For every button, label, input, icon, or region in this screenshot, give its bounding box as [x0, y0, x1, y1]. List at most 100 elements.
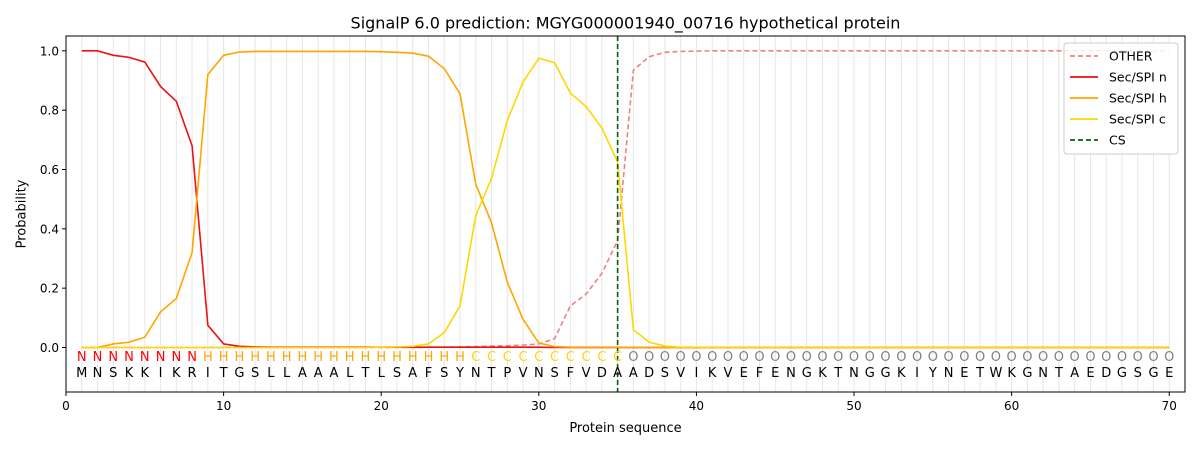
residue-letter: L [346, 366, 354, 381]
plot-frame [65, 35, 1186, 393]
residue-letter: N [944, 366, 954, 381]
legend-label: Sec/SPI h [1109, 91, 1167, 106]
x-tick-label: 70 [1162, 399, 1177, 413]
residue-label: N [93, 350, 103, 365]
residue-label: O [1054, 350, 1064, 365]
residue-label: C [519, 350, 528, 365]
residue-letter: L [283, 366, 291, 381]
residue-label: O [786, 350, 796, 365]
residue-letter: A [298, 366, 307, 381]
residue-label: H [392, 350, 402, 365]
residue-label: O [644, 350, 654, 365]
residue-letter: V [723, 366, 732, 381]
residue-letter: I [915, 366, 919, 381]
residue-letter: F [567, 366, 574, 381]
residue-letter: G [881, 366, 891, 381]
residue-label: O [691, 350, 701, 365]
y-tick-label: 0.2 [40, 282, 59, 296]
legend-label: CS [1109, 133, 1126, 148]
residue-letter: S [393, 366, 401, 381]
residue-letter: W [989, 366, 1002, 381]
residue-letter: R [188, 366, 197, 381]
residue-letter: K [1007, 366, 1016, 381]
residue-label: C [471, 350, 480, 365]
residue-label: H [203, 350, 213, 365]
residue-label: O [707, 350, 717, 365]
residue-label: N [124, 350, 134, 365]
residue-letter: G [1022, 366, 1032, 381]
residue-letter: Y [455, 366, 464, 381]
residue-label: C [534, 350, 543, 365]
residue-label: O [975, 350, 985, 365]
residue-label: H [361, 350, 371, 365]
x-tick-label: 0 [62, 399, 70, 413]
residue-letter: K [172, 366, 181, 381]
residue-letter: K [818, 366, 827, 381]
residue-letter: G [234, 366, 244, 381]
residue-letter: S [440, 366, 448, 381]
residue-letter: V [519, 366, 528, 381]
y-axis-label: Probability [15, 179, 30, 248]
residue-letter: E [1165, 366, 1173, 381]
residue-letter: G [865, 366, 875, 381]
residue-letter: T [1054, 366, 1063, 381]
residue-label: O [943, 350, 953, 365]
legend-label: OTHER [1109, 49, 1153, 64]
residue-label: O [928, 350, 938, 365]
residue-label: O [723, 350, 733, 365]
residue-label: O [865, 350, 875, 365]
residue-letter: D [644, 366, 654, 381]
residue-letter: S [251, 366, 259, 381]
residue-letter: N [849, 366, 859, 381]
residue-label: O [802, 350, 812, 365]
residue-letter: F [756, 366, 763, 381]
residue-label: O [896, 350, 906, 365]
residue-letter: N [1038, 366, 1048, 381]
residue-label: C [550, 350, 559, 365]
residue-letter: A [329, 366, 338, 381]
residue-label: O [1164, 350, 1174, 365]
residue-letter: I [159, 366, 163, 381]
residue-label: H [266, 350, 276, 365]
residue-letter: V [582, 366, 591, 381]
y-tick-label: 1.0 [40, 44, 59, 58]
residue-label: C [582, 350, 591, 365]
residue-label: O [628, 350, 638, 365]
series-line-other [81, 50, 1170, 349]
residue-letter: S [661, 366, 669, 381]
residue-label: C [566, 350, 575, 365]
residue-letter: S [550, 366, 558, 381]
residue-label: O [912, 350, 922, 365]
series-line-sec-spi-c [81, 57, 1170, 349]
y-tick-label: 0.6 [40, 163, 59, 177]
residue-label: O [1133, 350, 1143, 365]
x-tick-label: 30 [531, 399, 546, 413]
residue-letter: A [408, 366, 417, 381]
residue-letter: Y [928, 366, 937, 381]
residue-letter: G [802, 366, 812, 381]
residue-label: O [1022, 350, 1032, 365]
residue-label: H [298, 350, 308, 365]
residue-letter: T [487, 366, 496, 381]
x-tick-label: 10 [216, 399, 231, 413]
residue-letter: N [534, 366, 544, 381]
residue-letter: S [1134, 366, 1142, 381]
residue-label: O [817, 350, 827, 365]
residue-label: N [108, 350, 118, 365]
legend: OTHER Sec/SPI n Sec/SPI h Sec/SPI c CS [1063, 42, 1179, 155]
residue-label: H [455, 350, 465, 365]
residue-letter: A [629, 366, 638, 381]
residue-label: O [739, 350, 749, 365]
residue-label: O [1117, 350, 1127, 365]
residue-letter: K [897, 366, 906, 381]
residue-letter: V [676, 366, 685, 381]
legend-label: Sec/SPI n [1109, 70, 1167, 85]
x-tick-label: 50 [846, 399, 861, 413]
residue-label: O [849, 350, 859, 365]
residue-label: H [439, 350, 449, 365]
x-axis-label: Protein sequence [569, 421, 681, 436]
residue-label: O [660, 350, 670, 365]
residue-letter: D [597, 366, 607, 381]
residue-letter: G [1148, 366, 1158, 381]
